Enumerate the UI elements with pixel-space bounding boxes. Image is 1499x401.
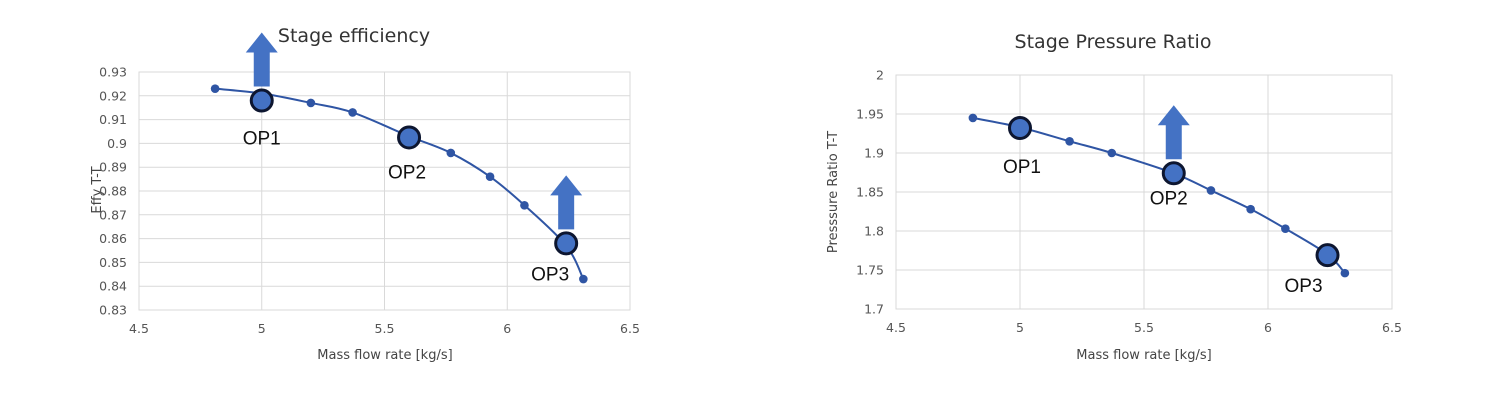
data-point: [968, 113, 978, 123]
plot-area: [138, 71, 631, 311]
chart-title: Stage efficiency: [278, 25, 430, 47]
y-tick-label: 1.7: [864, 302, 884, 317]
operating-point-marker: [1315, 243, 1340, 268]
operating-point-label: OP3: [531, 264, 569, 285]
y-tick-label: 1.8: [864, 224, 884, 239]
operating-point-label: OP2: [1150, 188, 1188, 209]
y-tick-label: 0.88: [99, 184, 127, 199]
y-tick-label: 0.84: [99, 279, 127, 294]
data-point: [1206, 186, 1216, 195]
y-tick-label: 0.93: [99, 65, 127, 80]
series-line: [972, 116, 1346, 274]
data-point: [348, 108, 357, 117]
plot-area: [895, 74, 1393, 310]
y-tick-label: 0.85: [99, 255, 127, 270]
y-tick-label: 1.9: [864, 146, 884, 161]
x-tick-label: 4.5: [886, 320, 906, 335]
y-axis-label: Effy T-T: [90, 166, 105, 213]
stage-pressure-ratio-chart: Stage Pressure Ratio Mass flow rate [kg/…: [826, 31, 1402, 363]
y-tick-label: 0.87: [99, 207, 127, 222]
data-point: [579, 274, 588, 284]
operating-point-marker: [554, 231, 579, 256]
up-arrow-icon: [550, 175, 583, 230]
y-tick-label: 1.85: [856, 185, 884, 200]
y-tick-label: 0.83: [99, 303, 127, 318]
x-tick-label: 6: [1264, 320, 1272, 335]
operating-point-marker: [397, 125, 422, 150]
operating-point-marker: [1161, 161, 1186, 186]
data-point: [210, 84, 220, 93]
data-point: [1065, 137, 1074, 146]
operating-point-label: OP2: [388, 162, 426, 183]
up-arrow-icon: [1157, 105, 1190, 160]
series-line: [215, 87, 585, 280]
x-tick-label: 6: [503, 321, 511, 336]
operating-point-marker: [249, 88, 274, 113]
x-tick-label: 4.5: [129, 321, 149, 336]
operating-point-label: OP1: [243, 129, 281, 150]
x-tick-label: 5.5: [375, 321, 395, 336]
y-tick-label: 0.9: [107, 136, 127, 151]
x-tick-label: 5.5: [1134, 320, 1154, 335]
y-tick-label: 2: [876, 68, 884, 83]
y-tick-label: 0.86: [99, 231, 127, 246]
x-tick-label: 6.5: [1382, 320, 1402, 335]
y-tick-label: 0.92: [99, 88, 127, 103]
y-tick-label: 1.95: [856, 107, 884, 122]
data-point: [1281, 224, 1290, 233]
data-point: [1107, 148, 1117, 158]
y-tick-label: 0.91: [99, 112, 127, 127]
data-point: [1246, 204, 1255, 214]
chart-title: Stage Pressure Ratio: [1015, 31, 1212, 53]
x-axis-label: Mass flow rate [kg/s]: [317, 348, 452, 363]
y-axis-label: Presssure Ratio T-T: [826, 131, 841, 253]
data-point: [446, 148, 456, 158]
x-axis-label: Mass flow rate [kg/s]: [1076, 348, 1211, 363]
up-arrow-icon: [245, 32, 278, 87]
y-tick-label: 0.89: [99, 160, 127, 175]
data-point: [1340, 268, 1350, 278]
operating-point-label: OP3: [1285, 276, 1323, 297]
y-tick-label: 1.75: [856, 263, 884, 278]
data-point: [520, 200, 529, 210]
stage-efficiency-chart: Stage efficiency Mass flow rate [kg/s] E…: [90, 25, 640, 363]
data-point: [485, 172, 495, 182]
x-tick-label: 5: [1016, 320, 1024, 335]
data-point: [306, 98, 316, 108]
x-tick-label: 5: [258, 321, 266, 336]
operating-point-label: OP1: [1003, 157, 1041, 178]
operating-point-marker: [1008, 116, 1032, 141]
x-tick-label: 6.5: [620, 321, 640, 336]
